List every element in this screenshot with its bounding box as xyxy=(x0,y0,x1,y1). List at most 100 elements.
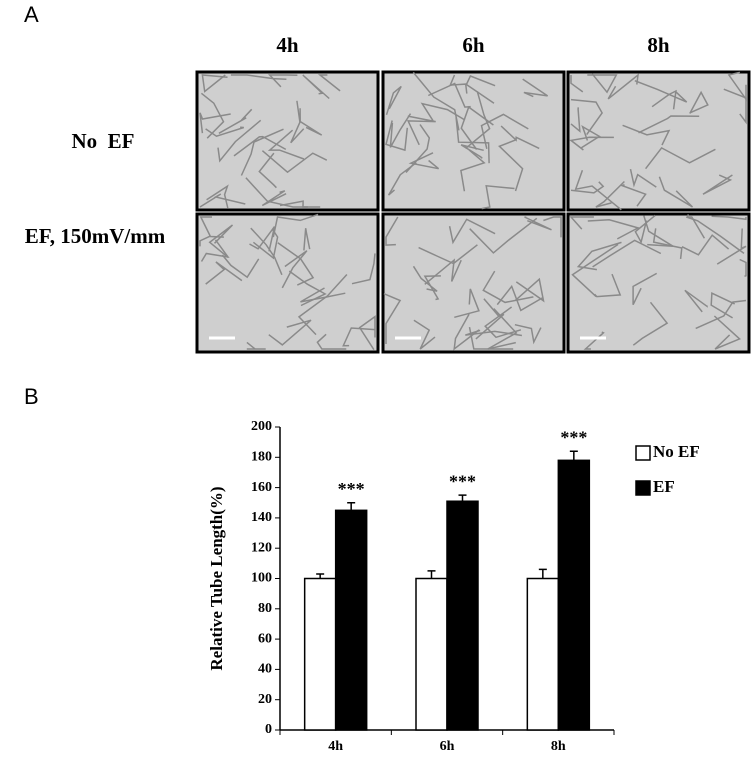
tube xyxy=(199,235,211,247)
tube xyxy=(576,241,622,271)
tube xyxy=(250,227,283,276)
column-label: 8h xyxy=(647,33,670,57)
tube xyxy=(208,224,234,258)
tube xyxy=(252,229,279,260)
tube xyxy=(638,115,700,134)
legend-label: EF xyxy=(653,477,675,496)
tube xyxy=(695,299,747,330)
tube xyxy=(316,333,347,350)
tube xyxy=(569,136,614,151)
tube xyxy=(261,150,328,174)
row-label: No EF xyxy=(72,129,135,153)
tube xyxy=(543,216,562,238)
tube xyxy=(515,277,545,303)
tube xyxy=(217,119,262,163)
tube xyxy=(465,75,496,104)
tube xyxy=(570,98,603,136)
tube xyxy=(569,216,594,230)
tube xyxy=(702,174,733,195)
bar xyxy=(334,509,368,731)
data-label: *** xyxy=(449,471,476,491)
tube xyxy=(482,270,534,304)
tube xyxy=(460,149,486,192)
tube xyxy=(716,228,747,265)
tube xyxy=(418,244,478,265)
tube xyxy=(199,193,246,208)
tube xyxy=(240,128,284,176)
tube xyxy=(465,329,523,337)
tube xyxy=(570,107,581,133)
tube xyxy=(300,287,346,303)
tube xyxy=(632,301,669,346)
tube xyxy=(267,74,298,88)
tube xyxy=(622,124,671,146)
x-tick-label: 8h xyxy=(551,739,566,754)
tube xyxy=(317,74,341,92)
tube xyxy=(268,319,312,346)
tube xyxy=(246,341,266,350)
tube xyxy=(468,326,514,350)
tube xyxy=(500,125,540,150)
tube xyxy=(272,213,319,238)
y-tick-label: 180 xyxy=(251,450,272,465)
tube xyxy=(385,120,409,152)
tube xyxy=(201,74,228,93)
tube xyxy=(658,176,694,208)
tube xyxy=(205,261,243,285)
tube xyxy=(469,217,538,254)
tube xyxy=(681,234,730,256)
tube xyxy=(465,91,491,149)
tube xyxy=(424,258,462,285)
tube xyxy=(587,219,641,240)
tube xyxy=(607,73,639,100)
tube xyxy=(651,89,677,110)
tube xyxy=(249,226,276,252)
tube xyxy=(570,75,584,93)
tube xyxy=(221,254,260,279)
legend-swatch xyxy=(635,480,651,496)
tube xyxy=(496,284,543,312)
micrograph xyxy=(566,212,751,354)
tube xyxy=(592,239,662,268)
y-tick-label: 40 xyxy=(258,662,272,677)
tube xyxy=(619,183,647,207)
tube xyxy=(387,162,417,196)
data-label: *** xyxy=(560,427,587,447)
micrograph xyxy=(195,70,380,212)
y-tick-label: 60 xyxy=(258,631,272,646)
tube xyxy=(412,71,460,131)
tube xyxy=(233,135,287,157)
y-tick-label: 100 xyxy=(251,571,272,586)
tube xyxy=(711,215,747,221)
tube xyxy=(448,218,496,245)
tube xyxy=(713,315,741,350)
tube xyxy=(412,265,438,292)
tube xyxy=(587,73,618,94)
y-tick-label: 200 xyxy=(251,419,272,434)
tube xyxy=(385,216,399,246)
tube xyxy=(480,113,529,149)
y-tick-label: 0 xyxy=(265,722,272,737)
tube xyxy=(710,292,736,319)
tube xyxy=(449,74,468,94)
tube xyxy=(629,168,657,188)
bar xyxy=(415,577,448,731)
tube xyxy=(460,105,494,150)
tube xyxy=(453,313,480,351)
tube xyxy=(218,108,253,134)
tube xyxy=(413,319,436,350)
tube xyxy=(277,242,315,286)
tube xyxy=(574,169,622,211)
micrograph xyxy=(195,212,380,354)
tube xyxy=(481,184,515,210)
tube xyxy=(723,88,747,125)
chart: 0 20 40 60 80 100 120 140 160 180 200 Relative Tube… xyxy=(207,419,700,754)
tube xyxy=(383,293,402,344)
column-label: 6h xyxy=(462,33,485,57)
tube xyxy=(571,243,619,298)
tube xyxy=(205,126,245,138)
y-tick-label: 80 xyxy=(258,601,272,616)
tube xyxy=(684,289,708,313)
tube xyxy=(739,258,747,277)
panel-label: B xyxy=(24,384,39,409)
